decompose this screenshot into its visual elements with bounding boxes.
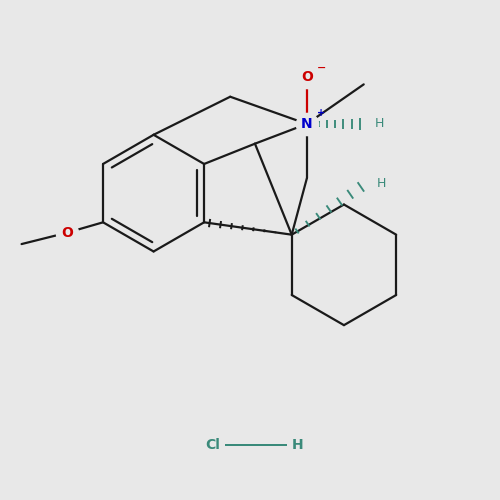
Text: H: H xyxy=(374,118,384,130)
Text: H: H xyxy=(292,438,304,452)
Text: N: N xyxy=(301,117,312,131)
Text: O: O xyxy=(301,70,313,84)
Text: +: + xyxy=(316,108,325,118)
Text: O: O xyxy=(61,226,73,239)
Text: H: H xyxy=(377,177,386,190)
Text: −: − xyxy=(317,63,326,73)
Text: Cl: Cl xyxy=(206,438,220,452)
